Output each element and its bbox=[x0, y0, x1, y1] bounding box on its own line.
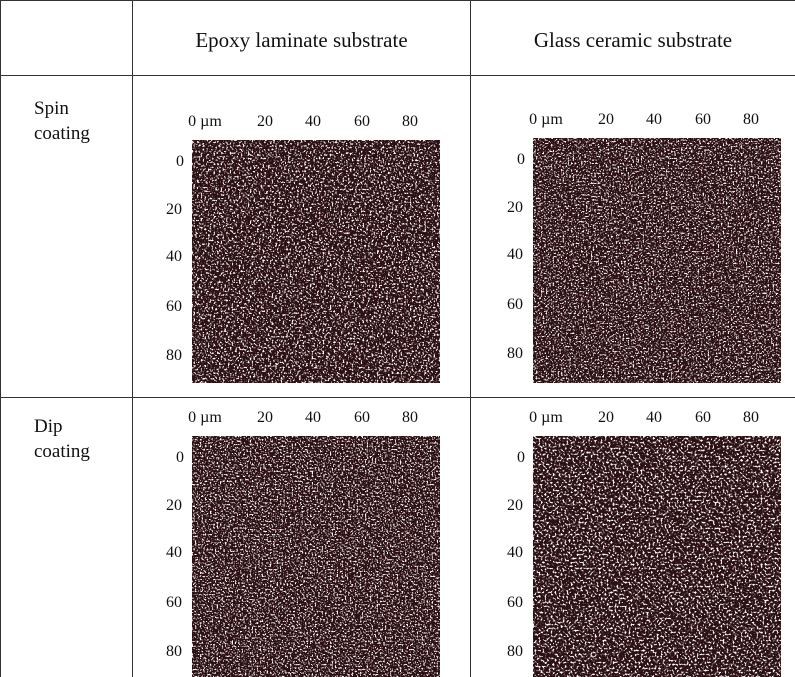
axis-label: 40 bbox=[305, 114, 321, 130]
row-label: Spin coating bbox=[34, 96, 114, 146]
axis-label: 0 µm bbox=[188, 114, 222, 130]
axis-label: 0 µm bbox=[188, 410, 222, 426]
axis-label: 80 bbox=[507, 346, 523, 362]
axis-label: 20 bbox=[598, 410, 614, 426]
axis-label: 0 bbox=[176, 154, 184, 170]
axis-label: 40 bbox=[646, 410, 662, 426]
row-label: Dip coating bbox=[34, 414, 114, 464]
axis-label: 60 bbox=[166, 299, 182, 315]
axis-label: 40 bbox=[166, 249, 182, 265]
axis-label: 40 bbox=[646, 112, 662, 128]
border bbox=[132, 0, 133, 677]
axis-label: 20 bbox=[598, 112, 614, 128]
micrograph bbox=[533, 436, 781, 677]
axis-label: 40 bbox=[166, 545, 182, 561]
micrograph bbox=[192, 140, 440, 383]
axis-label: 80 bbox=[743, 112, 759, 128]
axis-label: 40 bbox=[305, 410, 321, 426]
axis-label: 20 bbox=[166, 498, 182, 514]
axis-label: 20 bbox=[507, 200, 523, 216]
axis-label: 80 bbox=[402, 114, 418, 130]
axis-label: 60 bbox=[166, 595, 182, 611]
border bbox=[470, 0, 471, 677]
border bbox=[0, 397, 795, 398]
border bbox=[0, 0, 1, 677]
column-header: Glass ceramic substrate bbox=[471, 28, 795, 53]
axis-label: 60 bbox=[354, 410, 370, 426]
axis-label: 0 µm bbox=[529, 112, 563, 128]
image-speckle bbox=[533, 138, 781, 383]
axis-label: 40 bbox=[507, 545, 523, 561]
axis-label: 60 bbox=[695, 112, 711, 128]
axis-label: 0 bbox=[517, 450, 525, 466]
border bbox=[0, 75, 795, 76]
image-speckle bbox=[192, 140, 440, 383]
border bbox=[0, 0, 795, 1]
axis-label: 80 bbox=[507, 644, 523, 660]
axis-label: 60 bbox=[354, 114, 370, 130]
axis-label: 80 bbox=[402, 410, 418, 426]
axis-label: 60 bbox=[507, 595, 523, 611]
axis-label: 80 bbox=[166, 348, 182, 364]
axis-label: 0 bbox=[176, 450, 184, 466]
image-speckle bbox=[192, 436, 440, 677]
axis-label: 20 bbox=[507, 498, 523, 514]
axis-label: 60 bbox=[695, 410, 711, 426]
column-header: Epoxy laminate substrate bbox=[133, 28, 470, 53]
axis-label: 20 bbox=[257, 410, 273, 426]
axis-label: 20 bbox=[257, 114, 273, 130]
micrograph bbox=[533, 138, 781, 383]
table-page: Epoxy laminate substrate Glass ceramic s… bbox=[0, 0, 795, 677]
axis-label: 20 bbox=[166, 202, 182, 218]
axis-label: 80 bbox=[743, 410, 759, 426]
axis-label: 0 bbox=[517, 152, 525, 168]
axis-label: 80 bbox=[166, 644, 182, 660]
axis-label: 60 bbox=[507, 297, 523, 313]
micrograph bbox=[192, 436, 440, 677]
image-speckle bbox=[533, 436, 781, 677]
axis-label: 0 µm bbox=[529, 410, 563, 426]
axis-label: 40 bbox=[507, 247, 523, 263]
